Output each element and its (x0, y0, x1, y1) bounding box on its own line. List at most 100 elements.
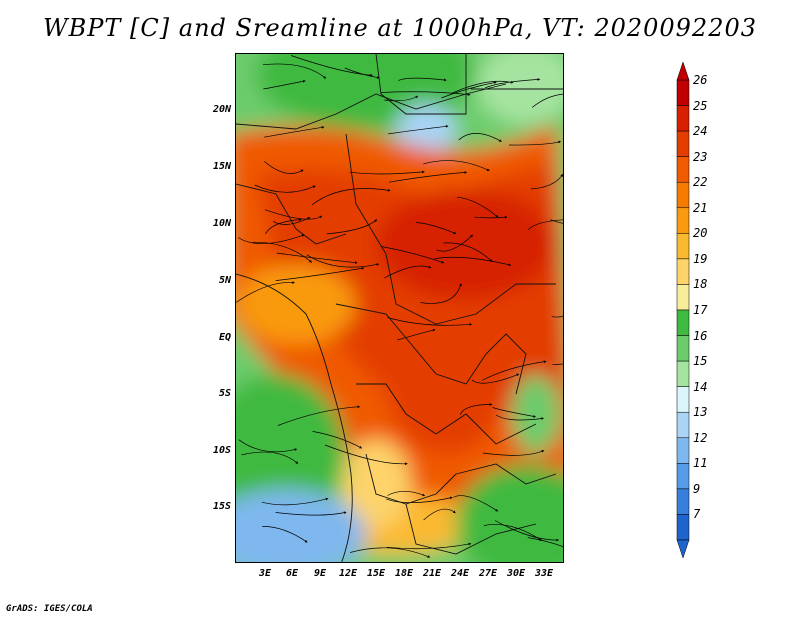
colorbar-label: 11 (693, 456, 708, 471)
colorbar-label: 15 (693, 354, 708, 369)
map-plot-area (235, 53, 564, 563)
lat-tick-label: 20N (212, 104, 231, 115)
streamline (380, 91, 471, 96)
streamline (387, 490, 426, 497)
streamline (550, 219, 563, 224)
colorbar-label: 21 (693, 200, 708, 215)
lon-tick-label: 12E (338, 568, 358, 579)
streamline (264, 161, 304, 174)
colorbar-segment (676, 488, 690, 515)
colorbar-max-arrow (676, 61, 690, 81)
lon-tick-label: 30E (506, 568, 526, 579)
colorbar-label: 22 (693, 175, 708, 190)
streamline (238, 234, 305, 245)
colorbar-label: 14 (693, 379, 708, 394)
lon-tick-label: 33E (534, 568, 554, 579)
streamline (441, 81, 497, 99)
lat-tick-label: 10S (212, 445, 231, 456)
lon-tick-label: 24E (450, 568, 470, 579)
streamline (509, 140, 562, 146)
streamline (262, 526, 308, 543)
streamline (474, 215, 508, 219)
streamline (551, 316, 563, 318)
streamline (276, 252, 358, 264)
streamline (380, 246, 445, 264)
colorbar-label: 19 (693, 251, 708, 266)
streamline (324, 444, 408, 466)
lat-tick-label: 15S (212, 501, 231, 512)
streamline (458, 133, 502, 142)
colorbar-label: 20 (693, 226, 708, 241)
streamline (388, 171, 468, 183)
streamline (252, 241, 313, 263)
colorbar-segment (676, 284, 690, 311)
lon-tick-label: 27E (478, 568, 498, 579)
colorbar-segment (676, 514, 690, 541)
colorbar-label: 23 (693, 149, 708, 164)
colorbar-segment (676, 79, 690, 106)
temperature-field (236, 54, 563, 562)
lon-tick-label: 18E (394, 568, 414, 579)
streamline (531, 93, 563, 108)
colorbar-label: 24 (693, 124, 708, 139)
streamline (530, 173, 563, 190)
streamline (349, 170, 425, 175)
streamline (238, 439, 298, 453)
colorbar-label: 16 (693, 328, 708, 343)
colorbar-segment (676, 258, 690, 285)
streamline (483, 524, 543, 541)
streamline (459, 403, 493, 415)
streamline (262, 63, 327, 79)
streamline (384, 265, 432, 279)
colorbar-segment (676, 233, 690, 260)
streamline (275, 266, 365, 281)
streamline (241, 451, 299, 464)
streamline (528, 219, 563, 230)
streamline (263, 79, 306, 90)
streamline (456, 196, 499, 218)
lat-tick-label: 10N (212, 218, 231, 229)
streamline (420, 283, 462, 304)
streamline (453, 495, 499, 512)
streamline (387, 317, 473, 326)
streamline (236, 281, 295, 303)
colorbar-segment (676, 335, 690, 362)
country-borders (236, 54, 563, 562)
colorbar-segment (676, 105, 690, 132)
streamline (263, 126, 325, 138)
lon-tick-label: 21E (422, 568, 442, 579)
colorbar-label: 18 (693, 277, 708, 292)
colorbar-label: 12 (693, 430, 708, 445)
grads-credit: GrADS: IGES/COLA (6, 604, 93, 614)
streamline (385, 496, 453, 504)
streamline (484, 78, 541, 89)
colorbar-segment (676, 463, 690, 490)
streamline (254, 184, 316, 193)
streamline (492, 407, 537, 418)
streamline (471, 373, 520, 384)
lat-tick-label: 5N (218, 275, 231, 286)
lon-tick-label: 15E (366, 568, 386, 579)
lon-tick-label: 6E (285, 568, 299, 579)
streamline (494, 520, 560, 542)
streamline (277, 405, 361, 426)
streamline (344, 67, 380, 79)
streamline (384, 95, 419, 102)
chart-title: WBPT [C] and Sreamline at 1000hPa, VT: 2… (42, 14, 758, 42)
lat-tick-label: 15N (212, 161, 231, 172)
colorbar-label: 7 (693, 507, 701, 522)
streamline (275, 511, 347, 516)
colorbar-segment (676, 156, 690, 183)
streamline (527, 537, 563, 548)
streamline (397, 328, 436, 341)
colorbar-segment (676, 411, 690, 439)
streamline (265, 218, 302, 234)
colorbar (676, 61, 690, 559)
streamline (434, 256, 512, 267)
lat-tick-label: 5S (218, 388, 231, 399)
lon-tick-label: 9E (313, 568, 327, 579)
colorbar-segment (676, 309, 690, 336)
lon-tick-label: 3E (258, 568, 272, 579)
colorbar-segment (676, 181, 690, 209)
colorbar-segment (676, 207, 690, 234)
